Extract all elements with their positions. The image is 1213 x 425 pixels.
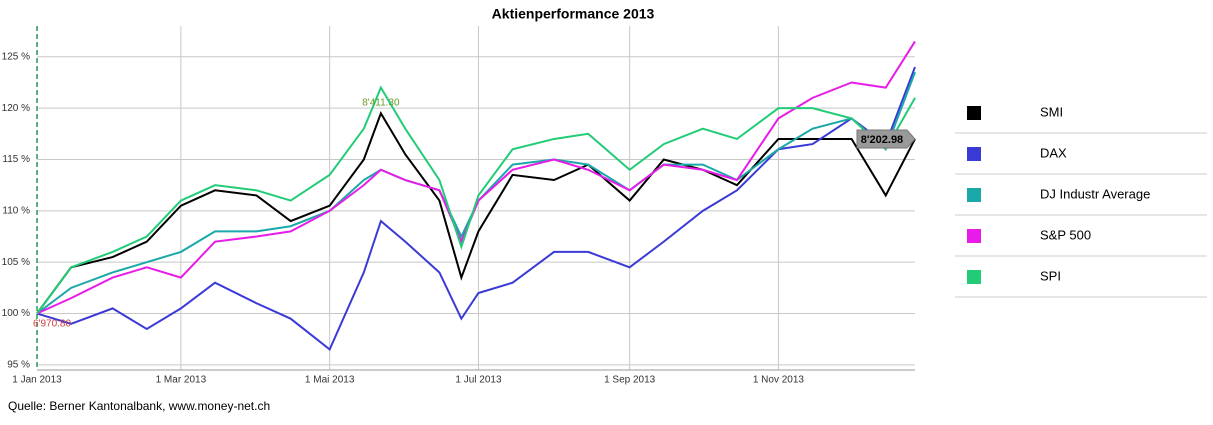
x-tick-label: 1 Nov 2013 — [753, 375, 805, 386]
chart-title: Aktienperformance 2013 — [492, 6, 655, 22]
legend-swatch — [967, 270, 981, 284]
legend-label: SPI — [1040, 268, 1061, 283]
y-tick-label: 105 % — [2, 257, 30, 268]
series-line — [36, 40, 916, 315]
legend-label: DAX — [1040, 145, 1067, 160]
x-tick-label: 1 Jul 2013 — [455, 375, 502, 386]
legend-label: DJ Industr Average — [1040, 186, 1150, 201]
y-tick-label: 125 % — [2, 51, 30, 62]
annotation: 6'970.80 — [33, 318, 71, 329]
series-line — [36, 110, 916, 315]
x-tick-label: 1 Mar 2013 — [156, 375, 207, 386]
x-tick-label: 1 Jan 2013 — [12, 375, 62, 386]
annotation: 8'411.30 — [362, 98, 400, 109]
y-tick-label: 95 % — [7, 360, 30, 371]
x-tick-label: 1 Mai 2013 — [305, 375, 355, 386]
y-tick-label: 115 % — [2, 154, 30, 165]
annotation: 8'202.98 — [861, 134, 903, 146]
y-tick-label: 100 % — [2, 308, 30, 319]
source: Quelle: Berner Kantonalbank, www.money-n… — [8, 399, 270, 413]
y-tick-label: 120 % — [2, 103, 30, 114]
y-tick-label: 110 % — [2, 205, 30, 216]
legend-swatch — [967, 147, 981, 161]
series-line — [36, 66, 916, 352]
legend-swatch — [967, 188, 981, 202]
legend-swatch — [967, 229, 981, 243]
legend-label: S&P 500 — [1040, 227, 1091, 242]
legend-label: SMI — [1040, 104, 1063, 119]
series-line — [36, 85, 916, 315]
series-line — [36, 71, 916, 315]
annotation-box — [856, 129, 916, 149]
x-tick-label: 1 Sep 2013 — [604, 375, 656, 386]
legend-swatch — [967, 106, 981, 120]
